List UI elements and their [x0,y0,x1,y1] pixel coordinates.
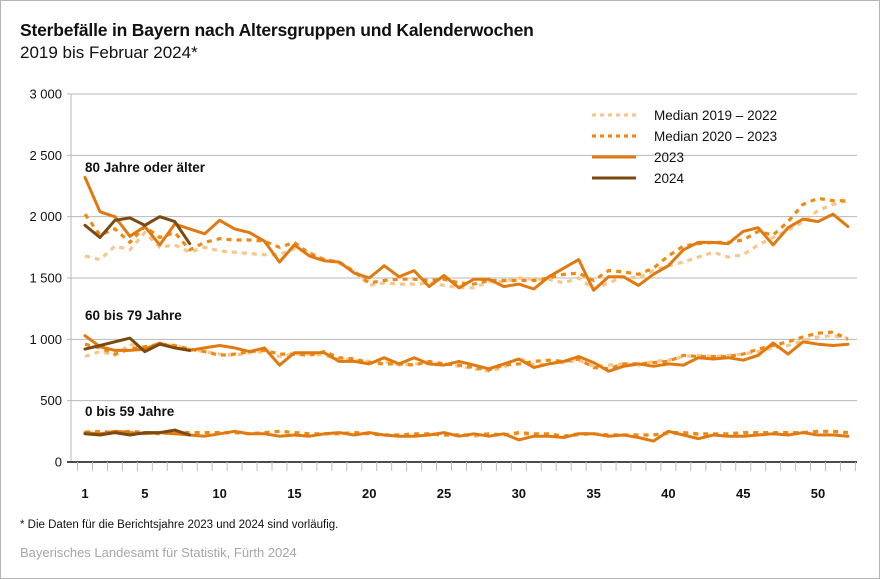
x-tick-label: 30 [512,486,526,501]
chart-subtitle: 2019 bis Februar 2024* [20,43,198,62]
line-y2024 [83,215,192,246]
line-y2024 [83,428,192,437]
source-note: Bayerisches Landesamt für Statistik, Für… [20,545,297,560]
line-y2023 [83,334,850,373]
legend-label: Median 2019 – 2022 [654,108,777,123]
y-axis-ticks: 0 500 1 000 1 500 2 000 2 500 3 000 [29,87,62,470]
x-axis: 1 5 10 15 20 25 30 35 40 45 50 [67,461,857,501]
footnote: * Die Daten für die Berichtsjahre 2023 u… [20,519,339,531]
y-tick-label: 0 [55,455,62,470]
group-label: 60 bis 79 Jahre [85,308,182,323]
chart-title: Sterbefälle in Bayern nach Altersgruppen… [20,20,534,40]
series-group-1 [83,330,850,373]
y-tick-label: 500 [40,393,62,408]
x-tick-label: 45 [736,486,750,501]
legend-label: Median 2020 – 2023 [654,129,777,144]
group-labels: 80 Jahre oder älter 60 bis 79 Jahre 0 bis … [85,160,206,419]
x-tick-label: 25 [437,486,451,501]
gridlines [67,93,857,462]
series-group-0 [83,175,850,292]
x-tick-label: 10 [212,486,226,501]
line-y2023 [83,175,850,292]
x-tick-label: 40 [661,486,675,501]
group-label: 80 Jahre oder älter [85,160,206,175]
line-y2024 [83,336,192,354]
series-lines [83,175,850,443]
x-tick-label: 5 [141,486,148,501]
line-y2023 [83,429,850,443]
y-tick-label: 2 500 [29,148,62,163]
group-label: 0 bis 59 Jahre [85,404,175,419]
legend: Median 2019 – 2022 Median 2020 – 2023 2023… [592,108,777,186]
x-tick-label: 50 [811,486,825,501]
x-tick-label: 20 [362,486,376,501]
x-tick-label: 1 [81,486,88,501]
series-group-2 [83,428,850,443]
legend-label: 2023 [654,150,684,165]
y-tick-label: 2 000 [29,209,62,224]
y-tick-label: 3 000 [29,87,62,102]
y-tick-label: 1 500 [29,271,62,286]
line-median-2019-2022 [84,334,849,373]
line-median-2020-2023 [84,330,849,372]
x-tick-label: 35 [586,486,600,501]
x-tick-label: 15 [287,486,301,501]
line-median-2019-2022 [84,199,849,291]
legend-label: 2024 [654,171,685,186]
y-tick-label: 1 000 [29,332,62,347]
